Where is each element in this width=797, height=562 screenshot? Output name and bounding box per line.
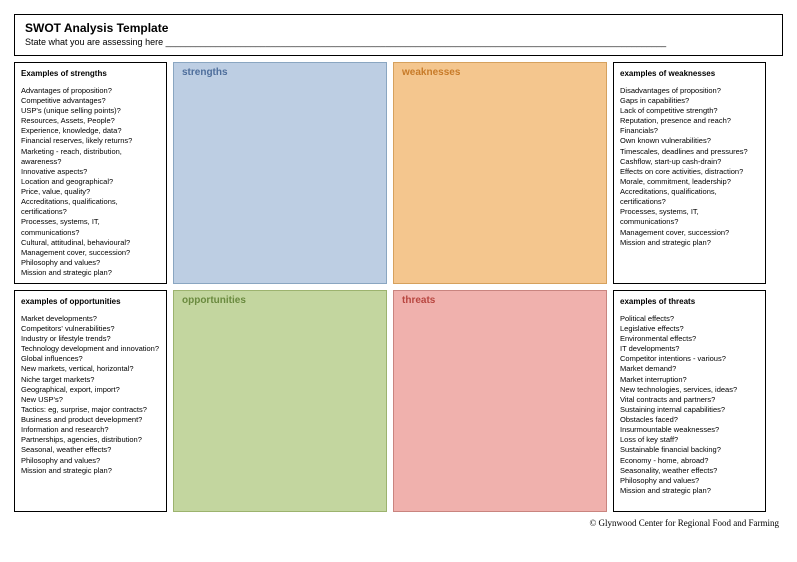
example-item: Obstacles faced? [620,415,759,425]
example-item: New markets, vertical, horizontal? [21,364,160,374]
example-item: Political effects? [620,314,759,324]
example-item: Niche target markets? [21,375,160,385]
weaknesses-quadrant[interactable]: weaknesses [393,62,607,284]
example-item: Financial reserves, likely returns? [21,136,160,146]
page-title: SWOT Analysis Template [25,21,772,35]
example-item: Industry or lifestyle trends? [21,334,160,344]
strengths-label: strengths [182,67,378,78]
strengths-quadrant[interactable]: strengths [173,62,387,284]
example-item: Financials? [620,126,759,136]
example-item: Accreditations, qualifications, certific… [21,197,160,217]
weaknesses-examples-title: examples of weaknesses [620,69,759,80]
swot-grid: Examples of strengths Advantages of prop… [14,62,783,512]
example-item: Own known vulnerabilities? [620,136,759,146]
example-item: Market developments? [21,314,160,324]
example-item: Seasonal, weather effects? [21,445,160,455]
example-item: Experience, knowledge, data? [21,126,160,136]
assessment-prompt: State what you are assessing here ______… [25,37,772,47]
example-item: Legislative effects? [620,324,759,334]
opportunities-examples-box: examples of opportunities Market develop… [14,290,167,512]
example-item: Mission and strategic plan? [21,466,160,476]
example-item: Environmental effects? [620,334,759,344]
header-box: SWOT Analysis Template State what you ar… [14,14,783,56]
example-item: New USP's? [21,395,160,405]
strengths-examples-title: Examples of strengths [21,69,160,80]
example-item: Seasonality, weather effects? [620,466,759,476]
example-item: Mission and strategic plan? [21,268,160,278]
example-item: Morale, commitment, leadership? [620,177,759,187]
example-item: Partnerships, agencies, distribution? [21,435,160,445]
opportunities-examples-title: examples of opportunities [21,297,160,308]
example-item: Gaps in capabilities? [620,96,759,106]
example-item: Vital contracts and partners? [620,395,759,405]
example-item: Market interruption? [620,375,759,385]
example-item: Processes, systems, IT, communications? [21,217,160,237]
example-item: Technology development and innovation? [21,344,160,354]
example-item: Advantages of proposition? [21,86,160,96]
example-item: Philosophy and values? [21,456,160,466]
threats-examples-title: examples of threats [620,297,759,308]
example-item: Loss of key staff? [620,435,759,445]
example-item: Reputation, presence and reach? [620,116,759,126]
example-item: Mission and strategic plan? [620,486,759,496]
example-item: USP's (unique selling points)? [21,106,160,116]
footer-credit: © Glynwood Center for Regional Food and … [14,518,783,528]
example-item: Competitor intentions - various? [620,354,759,364]
example-item: Lack of competitive strength? [620,106,759,116]
example-item: Management cover, succession? [620,228,759,238]
opportunities-label: opportunities [182,295,378,306]
example-item: Geographical, export, import? [21,385,160,395]
example-item: Tactics: eg, surprise, major contracts? [21,405,160,415]
example-item: Competitors' vulnerabilities? [21,324,160,334]
example-item: Global influences? [21,354,160,364]
example-item: Economy - home, abroad? [620,456,759,466]
example-item: Sustainable financial backing? [620,445,759,455]
example-item: Resources, Assets, People? [21,116,160,126]
strengths-examples-box: Examples of strengths Advantages of prop… [14,62,167,284]
example-item: Cashflow, start-up cash-drain? [620,157,759,167]
example-item: Sustaining internal capabilities? [620,405,759,415]
weaknesses-examples-list: Disadvantages of proposition?Gaps in cap… [620,86,759,248]
threats-label: threats [402,295,598,306]
example-item: Location and geographical? [21,177,160,187]
opportunities-quadrant[interactable]: opportunities [173,290,387,512]
example-item: Competitive advantages? [21,96,160,106]
example-item: Effects on core activities, distraction? [620,167,759,177]
example-item: New technologies, services, ideas? [620,385,759,395]
example-item: Innovative aspects? [21,167,160,177]
example-item: IT developments? [620,344,759,354]
weaknesses-label: weaknesses [402,67,598,78]
opportunities-examples-list: Market developments?Competitors' vulnera… [21,314,160,476]
strengths-examples-list: Advantages of proposition?Competitive ad… [21,86,160,278]
threats-quadrant[interactable]: threats [393,290,607,512]
example-item: Market demand? [620,364,759,374]
example-item: Timescales, deadlines and pressures? [620,147,759,157]
example-item: Accreditations, qualifications, certific… [620,187,759,207]
threats-examples-box: examples of threats Political effects?Le… [613,290,766,512]
example-item: Cultural, attitudinal, behavioural? [21,238,160,248]
weaknesses-examples-box: examples of weaknesses Disadvantages of … [613,62,766,284]
example-item: Insurmountable weaknesses? [620,425,759,435]
example-item: Mission and strategic plan? [620,238,759,248]
example-item: Philosophy and values? [620,476,759,486]
example-item: Disadvantages of proposition? [620,86,759,96]
example-item: Price, value, quality? [21,187,160,197]
example-item: Business and product development? [21,415,160,425]
example-item: Philosophy and values? [21,258,160,268]
example-item: Processes, systems, IT, communications? [620,207,759,227]
example-item: Management cover, succession? [21,248,160,258]
threats-examples-list: Political effects?Legislative effects?En… [620,314,759,496]
example-item: Marketing - reach, distribution, awarene… [21,147,160,167]
example-item: Information and research? [21,425,160,435]
